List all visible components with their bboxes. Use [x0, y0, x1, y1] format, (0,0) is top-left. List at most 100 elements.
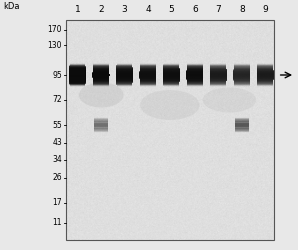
Bar [92, 76, 109, 77]
Bar [233, 72, 250, 73]
Bar [69, 70, 86, 71]
Bar [163, 75, 180, 77]
Bar [139, 78, 156, 79]
Bar [235, 120, 249, 122]
Bar [163, 82, 179, 84]
Bar [139, 72, 156, 73]
Bar [93, 64, 109, 65]
Bar [117, 64, 132, 65]
Bar [93, 77, 109, 78]
Bar [116, 82, 133, 84]
Bar [69, 77, 86, 78]
Bar [235, 127, 249, 129]
Text: 5: 5 [168, 5, 174, 14]
Bar [94, 122, 108, 123]
Bar [70, 79, 85, 81]
Bar [187, 70, 203, 71]
Bar [116, 69, 133, 70]
Text: 9: 9 [262, 5, 268, 14]
Bar [257, 72, 274, 73]
Bar [234, 68, 250, 70]
Bar [234, 64, 250, 65]
Bar [233, 76, 250, 78]
Bar [93, 72, 109, 73]
Bar [234, 81, 250, 82]
Bar [70, 74, 85, 76]
Bar [235, 129, 249, 130]
Bar [140, 66, 156, 68]
Bar [139, 74, 156, 76]
Bar [116, 68, 133, 70]
Bar [69, 72, 86, 73]
Bar [70, 69, 85, 70]
Bar [164, 86, 179, 87]
Bar [70, 69, 85, 70]
Bar [116, 70, 133, 71]
Bar [187, 83, 203, 84]
Text: 55: 55 [52, 120, 62, 130]
Bar [70, 78, 85, 80]
Bar [233, 78, 250, 79]
Bar [187, 70, 203, 71]
Bar [116, 72, 133, 74]
Bar [70, 68, 85, 70]
Bar [117, 86, 132, 87]
Bar [117, 84, 132, 86]
Bar [163, 69, 180, 70]
Bar [187, 82, 203, 83]
Bar [116, 68, 133, 69]
Bar [186, 72, 203, 74]
Bar [70, 79, 85, 80]
Bar [116, 74, 133, 76]
Bar [93, 84, 109, 86]
Bar [234, 66, 250, 67]
Bar [70, 80, 85, 82]
Bar [163, 76, 180, 77]
Bar [187, 67, 203, 68]
Bar [70, 79, 85, 80]
Bar [93, 68, 109, 70]
Bar [94, 125, 108, 127]
Bar [187, 68, 203, 69]
Bar [70, 77, 85, 78]
Bar [234, 66, 250, 68]
Bar [70, 76, 85, 77]
Bar [163, 75, 180, 76]
Bar [116, 73, 133, 75]
Bar [235, 125, 249, 126]
Bar [139, 76, 156, 78]
Bar [257, 64, 273, 66]
Bar [257, 74, 274, 75]
Bar [69, 64, 86, 66]
Bar [187, 64, 203, 66]
Bar [117, 84, 132, 86]
Bar [186, 76, 203, 77]
Bar [139, 72, 156, 74]
Bar [210, 85, 226, 86]
Bar [93, 82, 109, 84]
Bar [70, 74, 85, 75]
Bar [116, 69, 133, 70]
Bar [117, 64, 132, 65]
Bar [94, 130, 108, 131]
Bar [93, 68, 109, 70]
Bar [233, 70, 250, 71]
Bar [163, 65, 179, 66]
Bar [163, 70, 180, 71]
Bar [70, 67, 85, 68]
Bar [94, 118, 108, 120]
Bar [69, 74, 86, 76]
Bar [93, 83, 109, 85]
Text: 4: 4 [145, 5, 151, 14]
Bar [234, 65, 250, 67]
Bar [94, 122, 108, 124]
Bar [187, 71, 203, 72]
Bar [70, 68, 85, 70]
Bar [117, 65, 132, 66]
Bar [70, 83, 85, 84]
Bar [234, 68, 250, 70]
Bar [94, 123, 108, 125]
Bar [70, 68, 85, 69]
Bar [116, 70, 133, 71]
Bar [210, 84, 226, 85]
